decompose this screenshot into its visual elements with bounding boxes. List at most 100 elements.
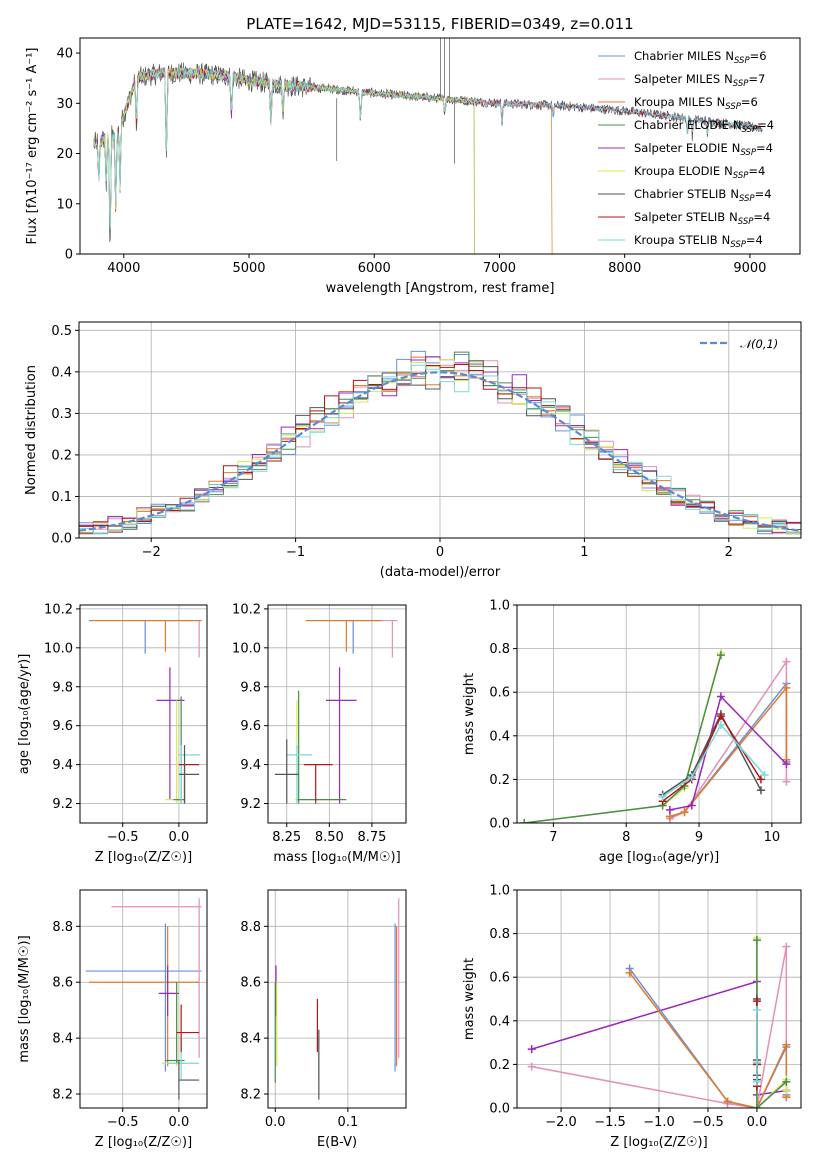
y-tick-label: 1.0 <box>489 884 510 899</box>
y-tick-label: 9.4 <box>240 758 261 773</box>
mass-vs-metallicity-panel: −0.5 0.0 8.2 8.4 8.6 8.8 Z [log₁₀(Z/Z☉)] mass [… <box>17 889 208 1150</box>
x-axis-label: wavelength [Angstrom, rest frame] <box>326 281 555 296</box>
y-tick-label: 9.2 <box>240 797 261 812</box>
y-tick-label: 30 <box>56 97 73 112</box>
weight-point <box>752 936 761 945</box>
y-tick-label: 0.6 <box>489 971 510 986</box>
weight-line <box>669 685 788 818</box>
histogram-kroupa-elodie <box>79 359 801 535</box>
x-tick-label: −2.0 <box>545 1115 577 1130</box>
legend-prefix: N <box>724 164 733 178</box>
legend-prefix: N <box>733 118 742 132</box>
gaussian-curve <box>79 371 801 532</box>
weight-point <box>520 819 529 823</box>
plot-area <box>527 933 791 1108</box>
legend-equals: = <box>753 210 763 224</box>
y-tick-label: 8.2 <box>240 1088 261 1103</box>
legend-series-name: Kroupa STELIB <box>634 233 718 247</box>
y-axis-label: age [log₁₀(age/yr)] <box>17 654 32 775</box>
legend-entry: Salpeter STELIB NSSP=4 <box>634 210 770 227</box>
legend-series-name: Salpeter STELIB <box>634 210 725 224</box>
axes-frame <box>267 604 407 824</box>
y-tick-label: 20 <box>56 147 73 162</box>
legend-equals: = <box>741 95 751 109</box>
x-tick-label: −1 <box>286 545 305 560</box>
y-tick-label: 8.8 <box>52 920 73 935</box>
plot-area <box>93 38 763 254</box>
legend-equals: = <box>746 233 756 247</box>
plot-area <box>79 350 801 535</box>
y-tick-label: 10.2 <box>232 602 261 617</box>
y-tick-label: 8.8 <box>240 920 261 935</box>
plot-area <box>85 898 202 1100</box>
x-tick-label: 7000 <box>483 261 516 276</box>
weight-point <box>680 808 689 817</box>
histogram-chabrier-stelib <box>79 360 801 535</box>
age-vs-metallicity-panel: −0.5 0.0 9.2 9.4 9.6 9.8 10.0 10.2 Z [log₁₀(Z/Z☉… <box>17 602 208 865</box>
legend-n-value: 4 <box>764 187 771 201</box>
y-tick-label: 8.6 <box>52 976 73 991</box>
residual-histogram-panel: −2 −1 0 1 2 0.0 0.1 0.2 0.3 0.4 0.5 (data-model)/er… <box>24 321 802 580</box>
weight-point <box>756 786 765 795</box>
weight-point <box>752 1058 761 1067</box>
legend-entry: Chabrier STELIB NSSP=4 <box>634 187 772 204</box>
weight-point <box>782 1086 791 1095</box>
legend-prefix: N <box>729 210 738 224</box>
legend-entry: Kroupa STELIB NSSP=4 <box>634 233 763 250</box>
legend-prefix: N <box>724 72 733 86</box>
x-tick-label: −0.5 <box>692 1115 724 1130</box>
x-axis-label: Z [log₁₀(Z/Z☉)] <box>610 1135 707 1150</box>
weight-point <box>625 968 634 977</box>
legend-n-value: 6 <box>759 49 766 63</box>
legend-prefix: N <box>725 49 734 63</box>
age-vs-mass-panel: 8.25 8.50 8.75 9.2 9.4 9.6 9.8 10.0 10.2 mass [lo… <box>232 602 407 865</box>
weight-point <box>782 1077 791 1086</box>
y-tick-label: 8.2 <box>52 1088 73 1103</box>
weight-line <box>669 659 788 820</box>
x-tick-label: 0.0 <box>169 830 190 845</box>
y-tick-label: 8.4 <box>240 1032 261 1047</box>
weight-point <box>716 651 725 660</box>
x-tick-label: 9 <box>695 830 703 845</box>
weight-point <box>716 692 725 701</box>
y-tick-label: 0.2 <box>51 448 72 463</box>
legend-subscript: SSP <box>730 240 746 250</box>
y-axis-label: mass [log₁₀(M/M☉)] <box>17 935 32 1062</box>
y-tick-label: 8.6 <box>240 976 261 991</box>
y-tick-label: 0.8 <box>489 927 510 942</box>
y-tick-label: 10 <box>56 197 73 212</box>
x-tick-label: −0.5 <box>107 1115 139 1130</box>
spectrum-line-kroupa-miles <box>93 67 553 254</box>
legend-equals: = <box>756 141 766 155</box>
legend-series-name: Chabrier ELODIE <box>634 118 729 132</box>
x-axis-label: mass [log₁₀(M/M☉)] <box>273 850 400 865</box>
y-tick-label: 0.3 <box>51 407 72 422</box>
x-tick-label: 8.50 <box>315 830 344 845</box>
weight-point <box>752 997 761 1006</box>
gaussian-legend-label: 𝒩(0,1) <box>740 337 778 351</box>
legend-prefix: N <box>732 141 741 155</box>
x-tick-label: 1 <box>580 545 588 560</box>
legend-n-value: 4 <box>756 233 763 247</box>
y-tick-label: 9.8 <box>52 680 73 695</box>
mass-weight-vs-metallicity-panel: −2.0 −1.5 −1.0 −0.5 0.0 0.0 0.2 0.4 0.6 0.8 1.0 Z [… <box>462 884 802 1150</box>
weight-point <box>782 657 791 666</box>
legend-prefix: N <box>730 187 739 201</box>
x-axis-label: age [log₁₀(age/yr)] <box>599 850 720 865</box>
legend-series-name: Salpeter MILES <box>634 72 720 86</box>
y-tick-label: 0.2 <box>489 1058 510 1073</box>
legend-subscript: SSP <box>738 217 754 227</box>
legend-equals: = <box>748 164 758 178</box>
x-tick-label: 5000 <box>232 261 265 276</box>
legend-n-value: 4 <box>763 210 770 224</box>
mass-vs-ebv-panel: 0.0 0.1 8.2 8.4 8.6 8.8 E(B-V) <box>240 889 407 1150</box>
weight-point <box>760 771 769 780</box>
x-tick-label: 0 <box>436 545 444 560</box>
x-axis-label: Z [log₁₀(Z/Z☉)] <box>95 1135 192 1150</box>
legend-subscript: SSP <box>741 125 757 135</box>
x-axis-label: E(B-V) <box>317 1135 357 1150</box>
y-tick-label: 0.5 <box>51 324 72 339</box>
legend-subscript: SSP <box>734 56 750 66</box>
weight-point <box>782 942 791 951</box>
y-tick-label: 0.2 <box>489 773 510 788</box>
